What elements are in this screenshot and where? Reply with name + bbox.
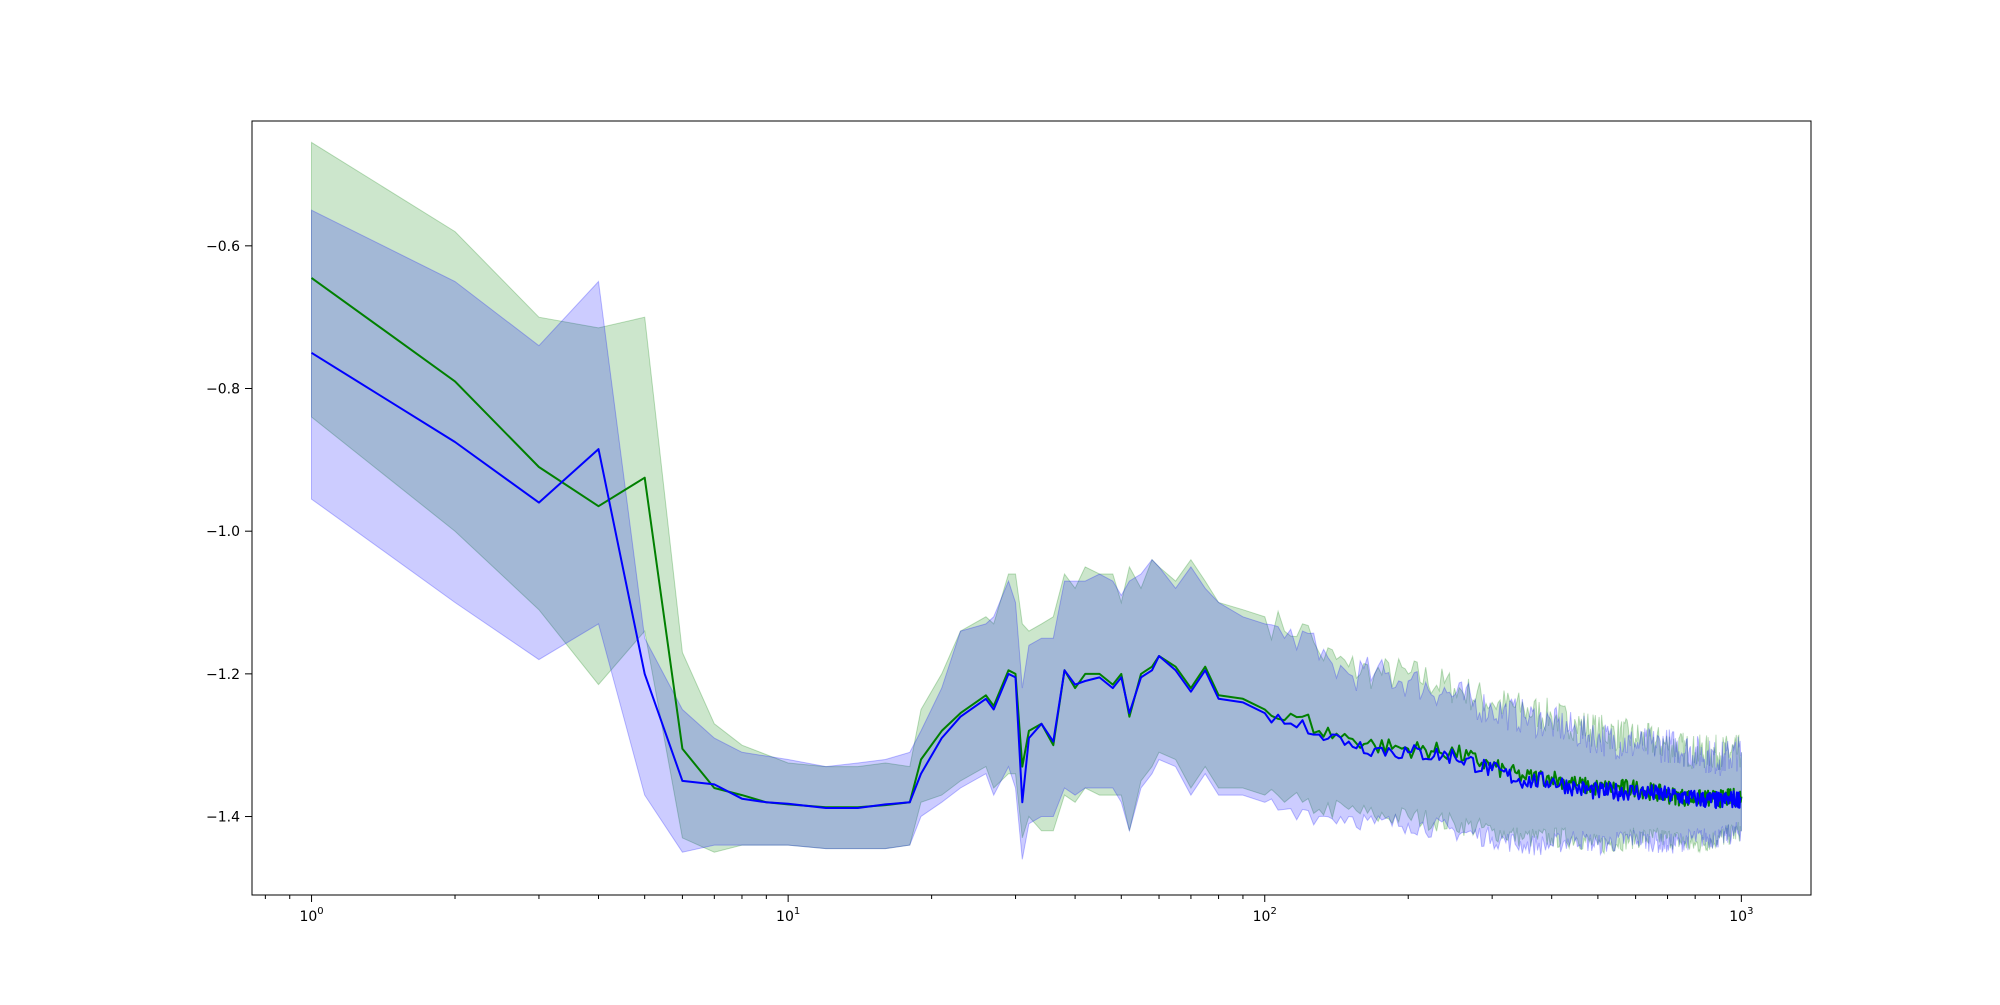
x-tick-label: 102 bbox=[1253, 906, 1277, 925]
x-axis: 100 101 102 103 bbox=[264, 895, 1753, 925]
x-tick-label: 100 bbox=[299, 906, 323, 925]
y-axis: −0.6 −0.8 −1.0 −1.2 −1.4 bbox=[206, 239, 252, 826]
y-tick-label: −0.6 bbox=[206, 239, 240, 255]
series-2-band bbox=[311, 209, 1742, 860]
y-tick-label: −1.2 bbox=[206, 667, 240, 683]
series-2-line bbox=[310, 351, 1742, 810]
series-1-band bbox=[311, 141, 1742, 855]
confidence-bands bbox=[311, 141, 1742, 860]
y-tick-label: −0.8 bbox=[206, 382, 240, 398]
y-tick-label: −1.0 bbox=[206, 524, 240, 540]
x-tick-label: 103 bbox=[1729, 906, 1753, 925]
series-lines bbox=[310, 277, 1743, 810]
y-tick-label: −1.4 bbox=[206, 810, 240, 826]
x-tick-label: 101 bbox=[776, 906, 800, 925]
plot-area-frame bbox=[251, 120, 1812, 896]
